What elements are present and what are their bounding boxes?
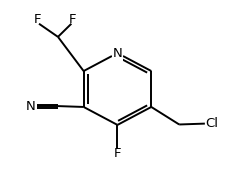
Text: N: N: [112, 47, 122, 60]
Text: F: F: [113, 147, 121, 160]
Text: F: F: [68, 13, 76, 26]
Text: N: N: [25, 100, 35, 112]
Text: Cl: Cl: [204, 117, 217, 130]
Text: F: F: [33, 13, 41, 26]
